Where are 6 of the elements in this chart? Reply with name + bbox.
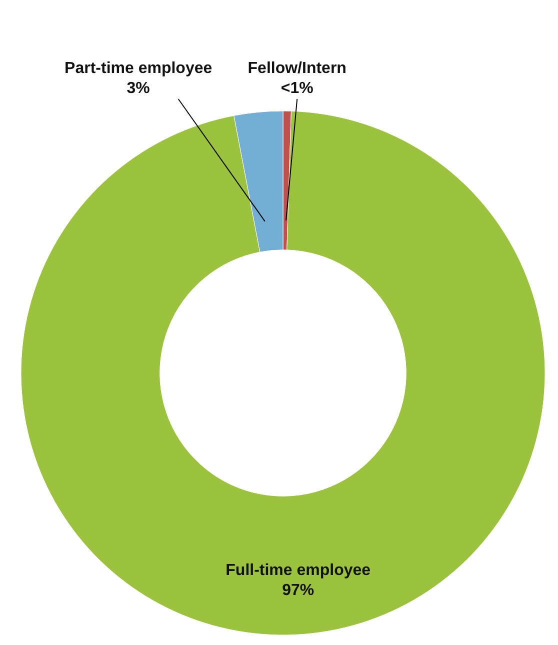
data-label: 3% [126, 80, 150, 97]
slice-label: Full-time employee [226, 562, 371, 579]
data-label: <1% [280, 80, 314, 97]
data-label: 97% [282, 582, 314, 599]
slice-label: Part-time employee [64, 60, 212, 77]
slice-label: Fellow/Intern [248, 60, 346, 77]
